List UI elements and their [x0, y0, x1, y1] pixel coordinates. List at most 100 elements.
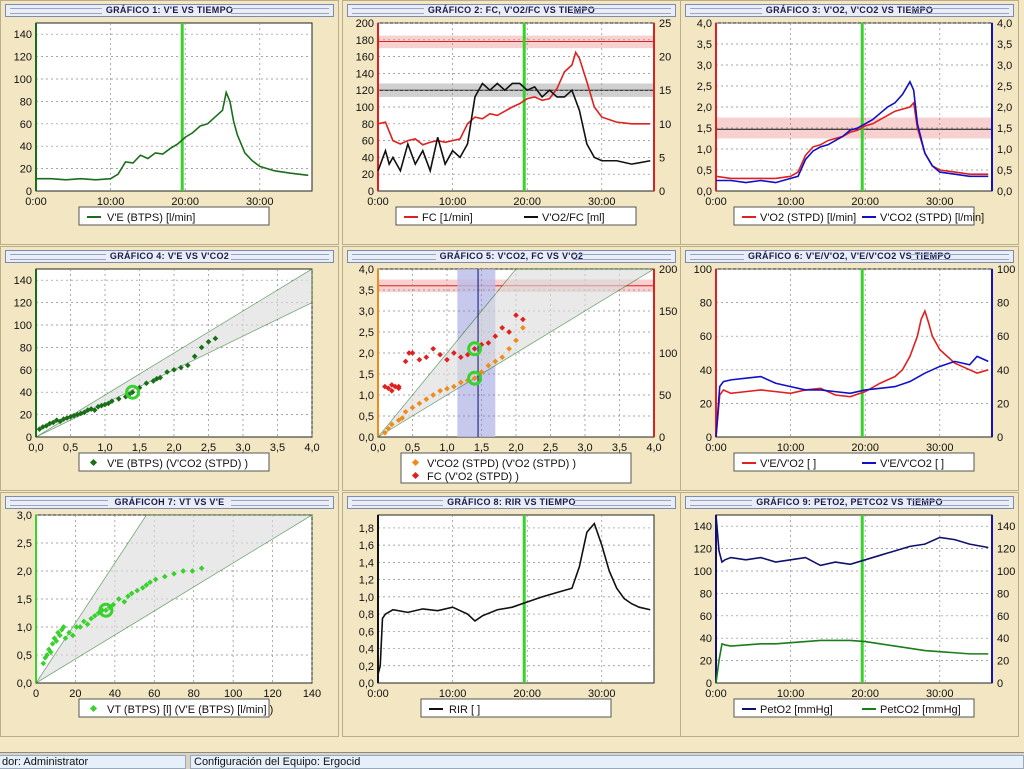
y2-tick-label: 20 [997, 656, 1009, 668]
current-marker [98, 602, 114, 618]
x-tick-label: 0:00 [367, 196, 388, 208]
y2-tick-label: 20 [659, 52, 671, 64]
data-point [115, 396, 122, 402]
x-tick-label: 2,5 [201, 442, 216, 454]
y-tick-label: 1,5 [17, 594, 32, 606]
y-tick-label: 1,5 [359, 369, 374, 381]
y-tick-label: 20 [20, 164, 32, 176]
y-tick-label: 1,0 [17, 622, 32, 634]
current-marker [467, 370, 483, 386]
chart-title: GRÁFICO 4: V'E VS V'CO2 [5, 250, 334, 263]
legend-box [400, 452, 632, 484]
legend: PetO2 [mmHg] PetCO2 [mmHg] [733, 698, 975, 718]
data-point [457, 379, 464, 386]
chart-panel-g3: GRÁFICO 3: V'O2, V'CO2 VS TIEMPO 0:00 10:0… [680, 0, 1019, 245]
x-tick-label: 2,5 [543, 442, 558, 454]
y2-tick-label: 1,5 [997, 123, 1012, 135]
y2-tick-label: 60 [997, 611, 1009, 623]
legend-label: PetCO2 [mmHg] [880, 704, 961, 716]
chart-panel-g2: GRÁFICO 2: FC, V'O2/FC VS TIEMPO 0:00 10:0… [342, 0, 681, 245]
y2-tick-label: 200 [659, 264, 677, 276]
x-tick-label: 20 [69, 688, 81, 700]
y-tick-label: 3,0 [697, 60, 712, 72]
series-line-1 [715, 514, 989, 567]
y-tick-label: 60 [20, 119, 32, 131]
x-tick-label: 10:00 [439, 688, 467, 700]
legend-label: V'CO2 (STPD) (V'O2 (STPD) ) [427, 458, 576, 470]
x-tick-label: 0:00 [705, 196, 726, 208]
y-tick-label: 1,4 [359, 557, 374, 569]
data-point [81, 409, 88, 416]
y2-tick-label: 3,0 [997, 60, 1012, 72]
y-tick-label: 140 [356, 68, 374, 80]
chart-svg: 0,0 0,5 1,0 1,5 2,0 2,5 3,0 3,5 4,0 0,0 0,5 1,0 1,5 2… [359, 264, 677, 484]
y-tick-label: 100 [694, 566, 712, 578]
data-point [53, 638, 60, 644]
y-tick-label: 0,0 [359, 678, 374, 690]
status-bar: dor: Administrator Configuración del Equ… [0, 752, 1024, 769]
data-point [444, 356, 450, 363]
chart-svg: 0:00 10:00 20:00 30:00 0 20 40 60 80 100 0 20 40 60 80… [694, 264, 1015, 472]
data-point [205, 338, 212, 345]
ref-band [716, 117, 992, 139]
y-tick-label: 20 [700, 398, 712, 410]
chart-svg: 0:00 10:00 20:00 30:00 0,0 0,5 1,0 1,5 2,0 2,5 3,0… [697, 18, 1012, 226]
y-tick-label: 40 [700, 633, 712, 645]
data-point [189, 568, 196, 574]
data-point [506, 329, 512, 335]
data-point [444, 385, 450, 392]
target-cone [377, 268, 656, 438]
x-tick-label: 4,0 [646, 442, 661, 454]
y-tick-label: 3,5 [697, 39, 712, 51]
legend-box [78, 698, 270, 718]
target-cone [35, 514, 314, 684]
x-tick-label: 3,5 [612, 442, 627, 454]
x-tick-label: 1,5 [132, 442, 147, 454]
y-tick-label: 60 [362, 136, 374, 148]
x-tick-label: 4,0 [304, 442, 319, 454]
legend-label: V'CO2 (STPD) [l/min] [880, 212, 984, 224]
x-tick-label: 0,5 [63, 442, 78, 454]
legend-label: FC [1/min] [422, 212, 473, 224]
y-tick-label: 20 [700, 656, 712, 668]
data-point [471, 345, 478, 352]
data-point [91, 407, 98, 413]
data-point [485, 340, 492, 346]
data-point [409, 350, 416, 356]
y2-tick-label: 100 [659, 348, 677, 360]
y-tick-label: 20 [362, 169, 374, 181]
x-tick-label: 0:00 [705, 688, 726, 700]
data-point [423, 396, 430, 403]
x-tick-label: 10:00 [777, 196, 805, 208]
data-point [43, 422, 50, 429]
y2-tick-label: 120 [997, 544, 1015, 556]
data-point [69, 632, 76, 639]
data-point [499, 354, 506, 361]
chart-grid: GRÁFICO 1: V'E VS TIEMPO 0:00 10:00 20:00 30… [0, 0, 1019, 737]
legend-box [395, 206, 637, 226]
chart-svg: 0:00 10:00 20:00 30:00 0 20 40 60 80 100 120 140 V'E… [14, 22, 313, 226]
legend-label: RIR [ ] [449, 704, 480, 716]
x-tick-label: 3,0 [577, 442, 592, 454]
series-line-1 [36, 89, 309, 181]
chart-svg: 0:00 10:00 20:00 30:00020406080100120140160… [356, 18, 671, 226]
legend: V'E/V'O2 [ ] V'E/V'CO2 [ ] [733, 452, 975, 472]
series-line-1 [377, 522, 651, 675]
chart-svg: 0,0 0,5 1,0 1,5 2,0 2,5 3,0 3,5 4,0 0 20 40 60 80 100 1… [14, 268, 320, 472]
chart-svg: 0 20 40 60 80 100 120 140 0,0 0,5 1,0 1,5 2,0 2,5 3,0 V… [17, 510, 321, 718]
y-tick-label: 120 [14, 298, 32, 310]
legend: V'E (BTPS) (V'CO2 (STPD) ) [78, 452, 270, 472]
y-tick-label: 60 [20, 365, 32, 377]
data-point [402, 408, 409, 415]
y-tick-label: 4,0 [697, 18, 712, 30]
chart-panel-g8: GRÁFICO 8: RIR VS TIEMPO 0:00 10:00 20:00 30… [342, 492, 681, 737]
y-tick-label: 160 [356, 52, 374, 64]
y-tick-label: 80 [20, 342, 32, 354]
y-tick-label: 1,2 [359, 575, 374, 587]
y-tick-label: 1,0 [697, 144, 712, 156]
x-tick-label: 80 [188, 688, 200, 700]
x-tick-label: 0:00 [705, 442, 726, 454]
y2-tick-label: 0,5 [997, 165, 1012, 177]
data-point [66, 629, 72, 636]
y-tick-label: 1,5 [697, 123, 712, 135]
